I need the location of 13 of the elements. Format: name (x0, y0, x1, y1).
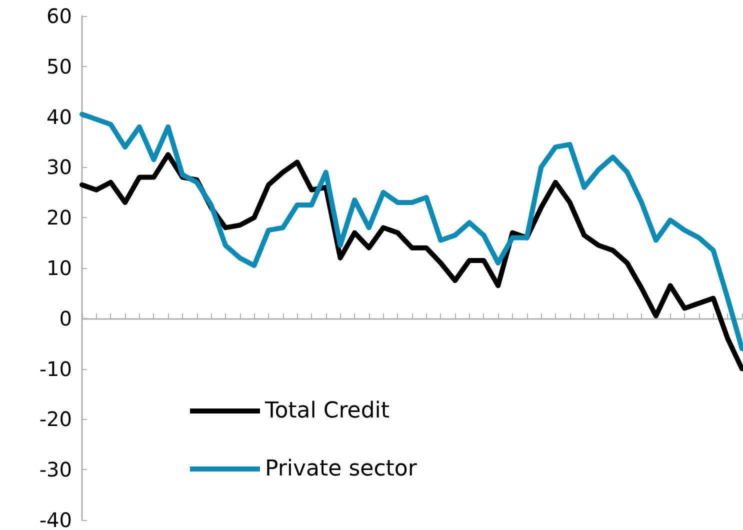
y-tick-label: 60 (46, 4, 72, 28)
legend-label: Private sector (265, 456, 418, 482)
y-tick-label: -10 (39, 356, 72, 381)
y-tick-label: 0 (59, 306, 72, 330)
y-tick-label: 50 (46, 54, 72, 78)
legend-label: Total Credit (264, 398, 390, 424)
y-tick-label: -30 (39, 458, 72, 482)
y-tick-label: 40 (46, 104, 72, 129)
y-tick-label: -40 (39, 508, 72, 530)
y-tick-label: -20 (39, 407, 72, 432)
y-tick-label: 20 (46, 206, 72, 230)
y-tick-label: 10 (46, 256, 72, 280)
y-tick-label: 30 (46, 155, 72, 180)
